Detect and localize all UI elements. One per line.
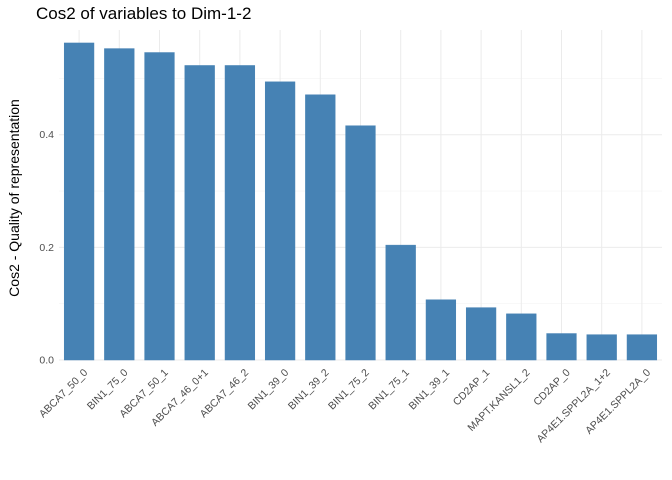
bar-ABCA7_50_1 (144, 52, 175, 361)
bar-ABCA7_50_0 (63, 42, 95, 361)
y-axis-label: Cos2 - Quality of representation (6, 99, 22, 297)
bar-BIN1_39_2 (305, 94, 336, 361)
y-tick-label: 0.0 (39, 355, 54, 367)
bar-BIN1_39_1 (425, 299, 457, 361)
bar-BIN1_75_1 (385, 244, 416, 361)
y-tick-label: 0.4 (39, 129, 54, 141)
bar-MAPT.KANSL1_2 (506, 313, 537, 361)
bar-CD2AP_1 (465, 307, 497, 361)
bar-AP4E1.SPPL2A_1+2 (586, 334, 617, 361)
bar-BIN1_75_2 (345, 125, 376, 361)
bar-BIN1_39_0 (264, 81, 296, 361)
bar-ABCA7_46_0+1 (184, 65, 215, 361)
bar-AP4E1.SPPL2A_0 (626, 334, 658, 361)
y-axis-ticks: 0.0 0.2 0.4 (39, 129, 54, 366)
bars (63, 42, 658, 361)
bar-ABCA7_46_2 (224, 65, 256, 361)
y-tick-label: 0.2 (39, 242, 54, 254)
bar-CD2AP_0 (546, 333, 577, 361)
chart-title: Cos2 of variables to Dim-1-2 (36, 4, 251, 23)
bar-BIN1_75_0 (104, 48, 135, 361)
